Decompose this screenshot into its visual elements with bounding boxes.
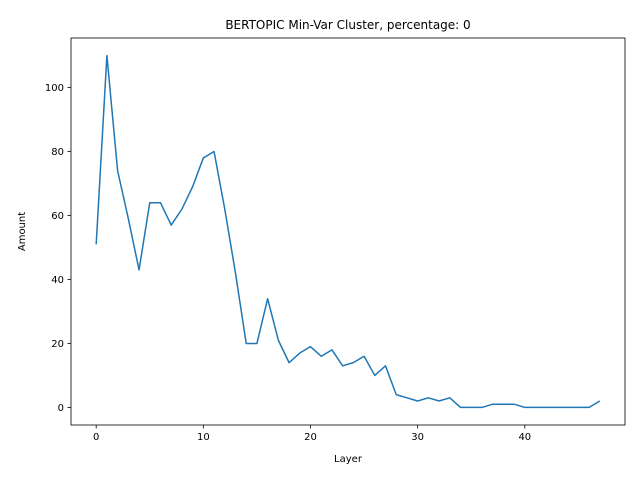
x-tick-label: 20 — [304, 432, 317, 443]
x-tick-label: 30 — [411, 432, 424, 443]
y-axis-label: Amount — [17, 212, 28, 251]
x-tick-label: 10 — [197, 432, 210, 443]
plot-area — [95, 54, 601, 409]
y-tick-label: 40 — [51, 275, 64, 286]
x-axis-label: Layer — [334, 454, 363, 465]
x-axis-ticks: 0 10 20 30 40 — [93, 425, 531, 443]
y-tick-label: 0 — [58, 403, 64, 414]
series-line — [95, 54, 601, 409]
plot-frame — [70, 37, 626, 426]
y-tick-label: 60 — [51, 211, 64, 222]
y-axis-ticks: 0 20 40 60 80 100 — [45, 83, 71, 414]
chart-title: BERTOPIC Min-Var Cluster, percentage: 0 — [225, 18, 470, 32]
y-tick-label: 80 — [51, 147, 64, 158]
x-tick-label: 0 — [93, 432, 99, 443]
y-tick-label: 100 — [45, 83, 64, 94]
y-tick-label: 20 — [51, 339, 64, 350]
x-tick-label: 40 — [518, 432, 531, 443]
